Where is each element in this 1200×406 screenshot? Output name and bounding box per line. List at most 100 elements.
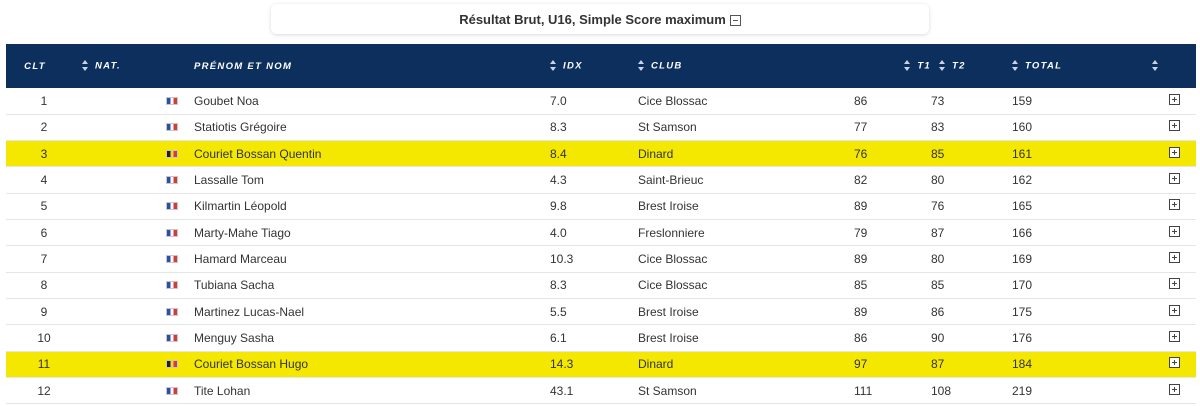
table-row[interactable]: 5 Kilmartin Léopold 9.8 Brest Iroise 89 76 165 — [6, 193, 1196, 220]
expand-row-icon[interactable] — [1168, 331, 1180, 343]
player-name-cell: Tubiana Sacha — [194, 278, 275, 293]
t1-cell: 85 — [854, 278, 868, 293]
table-row[interactable]: 11 Couriet Bossan Hugo 14.3 Dinard 97 87 184 — [6, 351, 1196, 378]
t1-cell: 76 — [854, 140, 931, 167]
player-name-cell: Couriet Bossan Quentin — [194, 140, 550, 167]
expand-row-icon[interactable] — [1168, 225, 1180, 237]
flag-icon — [166, 386, 178, 395]
col-header-nat-label: NAT. — [95, 60, 121, 72]
expand-row-icon[interactable] — [1168, 252, 1180, 264]
expand-cell — [1152, 378, 1196, 404]
col-header-rank[interactable]: CLT — [6, 44, 82, 88]
col-header-t2[interactable]: T2 — [931, 44, 1012, 88]
table-row[interactable]: 4 Lassalle Tom 4.3 Saint-Brieuc 82 80 162 — [6, 167, 1196, 194]
col-header-idx[interactable]: IDX — [550, 44, 638, 88]
col-header-total-label: TOTAL — [1025, 60, 1063, 72]
t2-cell: 85 — [931, 278, 945, 293]
results-table-body: 1 Goubet Noa 7.0 Cice Blossac 86 73 159 2 Stati… — [6, 88, 1196, 404]
idx-cell: 8.4 — [550, 140, 638, 167]
t1-cell: 82 — [854, 173, 868, 188]
sort-icon[interactable] — [82, 60, 89, 72]
nationality-cell — [82, 299, 194, 325]
expand-row-icon[interactable] — [1168, 383, 1180, 395]
sort-icon[interactable] — [904, 60, 911, 72]
flag-icon — [166, 255, 178, 264]
flag-icon — [166, 360, 178, 369]
t1-cell: 79 — [854, 225, 868, 240]
t1-cell: 89 — [854, 304, 868, 319]
expand-row-icon[interactable] — [1168, 304, 1180, 316]
total-cell: 176 — [1012, 331, 1033, 346]
club-cell: Brest Iroise — [638, 331, 699, 346]
nationality-cell — [82, 114, 194, 140]
expand-row-icon[interactable] — [1168, 173, 1180, 185]
idx-cell: 10.3 — [550, 252, 574, 267]
club-cell: Freslonniere — [638, 225, 705, 240]
expand-row-icon[interactable] — [1168, 357, 1180, 369]
table-row[interactable]: 9 Martinez Lucas-Nael 5.5 Brest Iroise 89 86 1… — [6, 299, 1196, 325]
expand-cell — [1152, 272, 1196, 298]
sort-icon[interactable] — [1152, 60, 1159, 72]
total-cell: 162 — [1012, 173, 1033, 188]
results-title: Résultat Brut, U16, Simple Score maximum — [459, 11, 726, 27]
nationality-cell — [82, 325, 194, 351]
t2-cell: 87 — [931, 225, 945, 240]
sort-icon[interactable] — [1012, 60, 1019, 72]
rank-cell: 9 — [40, 304, 48, 319]
player-name-cell: Marty-Mahe Tiago — [194, 225, 291, 240]
expand-cell — [1152, 193, 1196, 219]
nationality-cell — [82, 351, 194, 378]
col-header-total[interactable]: TOTAL — [1012, 44, 1152, 88]
expand-cell — [1152, 167, 1196, 193]
col-header-club[interactable]: CLUB — [638, 44, 854, 88]
col-header-rank-label: CLT — [24, 60, 46, 72]
total-cell: 219 — [1012, 383, 1033, 398]
expand-row-icon[interactable] — [1168, 199, 1180, 211]
table-row[interactable]: 3 Couriet Bossan Quentin 8.4 Dinard 76 85 161 — [6, 140, 1196, 167]
rank-cell: 10 — [37, 331, 51, 346]
expand-row-icon[interactable] — [1168, 278, 1180, 290]
rank-cell: 12 — [37, 383, 51, 398]
col-header-club-label: CLUB — [651, 60, 683, 72]
col-header-nat[interactable]: NAT. — [82, 44, 194, 88]
expand-row-icon[interactable] — [1168, 93, 1180, 105]
expand-row-icon[interactable] — [1168, 146, 1180, 158]
idx-cell: 9.8 — [550, 199, 567, 214]
club-cell: Dinard — [638, 140, 854, 167]
col-header-idx-label: IDX — [563, 60, 583, 72]
results-table: CLT NAT. PRÉNOM ET NOM IDX CLUB T1 T2 TO… — [6, 44, 1196, 404]
t2-cell: 80 — [931, 173, 945, 188]
table-row[interactable]: 8 Tubiana Sacha 8.3 Cice Blossac 85 85 170 — [6, 272, 1196, 299]
sort-icon[interactable] — [939, 60, 946, 72]
t2-cell: 80 — [931, 252, 945, 267]
t1-cell: 89 — [854, 252, 868, 267]
flag-icon — [166, 202, 178, 211]
results-title-bar: Résultat Brut, U16, Simple Score maximum — [271, 4, 929, 34]
table-row[interactable]: 7 Hamard Marceau 10.3 Cice Blossac 89 80 169 — [6, 246, 1196, 273]
collapse-icon[interactable] — [729, 14, 741, 26]
club-cell: St Samson — [638, 120, 697, 135]
col-header-t1[interactable]: T1 — [854, 44, 931, 88]
table-row[interactable]: 2 Statiotis Grégoire 8.3 St Samson 77 83 160 — [6, 114, 1196, 141]
t2-cell: 85 — [931, 140, 1012, 167]
total-cell: 165 — [1012, 199, 1033, 214]
t1-cell: 111 — [854, 383, 873, 398]
t1-cell: 86 — [854, 93, 868, 108]
expand-cell — [1152, 325, 1196, 351]
table-row[interactable]: 1 Goubet Noa 7.0 Cice Blossac 86 73 159 — [6, 88, 1196, 115]
player-name-cell: Couriet Bossan Hugo — [194, 351, 550, 378]
t1-cell: 86 — [854, 331, 868, 346]
rank-cell: 4 — [40, 173, 48, 188]
t2-cell: 108 — [931, 383, 952, 398]
table-row[interactable]: 6 Marty-Mahe Tiago 4.0 Freslonniere 79 87 166 — [6, 220, 1196, 246]
sort-icon[interactable] — [550, 60, 557, 72]
club-cell: Dinard — [638, 351, 854, 378]
t2-cell: 86 — [931, 304, 945, 319]
col-header-name[interactable]: PRÉNOM ET NOM — [194, 44, 550, 88]
table-row[interactable]: 12 Tite Lohan 43.1 St Samson 111 108 219 — [6, 378, 1196, 404]
table-row[interactable]: 10 Menguy Sasha 6.1 Brest Iroise 86 90 176 — [6, 325, 1196, 352]
sort-icon[interactable] — [638, 60, 645, 72]
col-header-expand[interactable] — [1152, 44, 1196, 88]
idx-cell: 8.3 — [550, 278, 567, 293]
expand-row-icon[interactable] — [1168, 120, 1180, 132]
